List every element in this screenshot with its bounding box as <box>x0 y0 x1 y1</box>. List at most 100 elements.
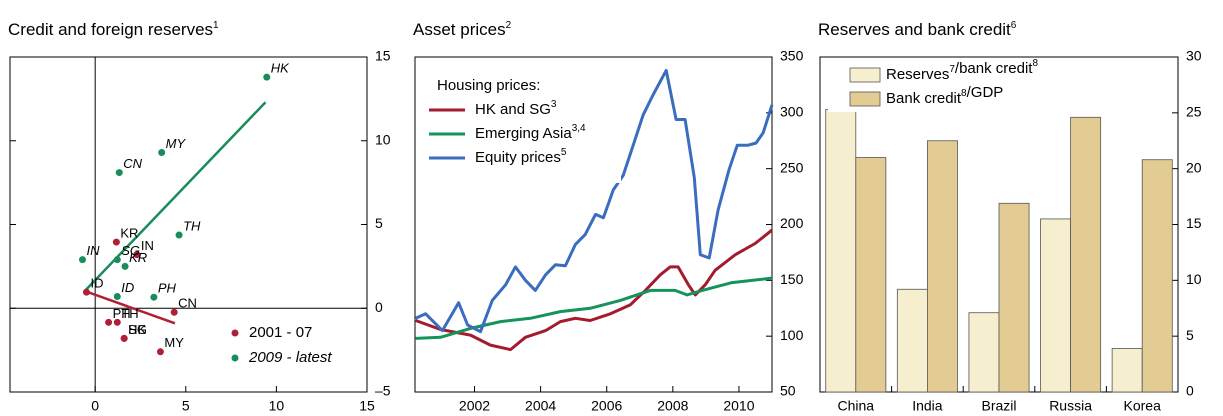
point <box>170 308 178 316</box>
bar <box>825 109 857 393</box>
point-label: MY <box>164 335 184 350</box>
text-part: /GDP <box>967 84 1004 101</box>
y-tick-label: 15 <box>1186 215 1202 231</box>
point <box>115 169 123 177</box>
x-tick-label: 15 <box>359 398 375 414</box>
y-tick-label: 300 <box>780 104 804 120</box>
text-part: Credit and foreign reserves <box>8 20 213 39</box>
point <box>121 262 129 270</box>
legend-title: Housing prices: <box>437 77 540 94</box>
y-tick-label: –5 <box>375 383 391 399</box>
point <box>120 334 128 342</box>
point-label: CN <box>178 296 197 311</box>
bar <box>1111 348 1143 393</box>
y-tick-label: 0 <box>375 299 383 315</box>
y-tick-label: 350 <box>780 48 804 64</box>
legend-marker <box>231 354 239 362</box>
point <box>156 348 164 356</box>
point <box>175 231 183 239</box>
point-label: MY <box>166 136 187 151</box>
point-label: ID <box>121 280 134 295</box>
point <box>105 318 113 326</box>
legend-label: Emerging Asia3,4 <box>475 123 586 142</box>
point <box>78 256 86 264</box>
text-part: Asset prices <box>413 20 506 39</box>
legend-label: Reserves7/bank credit8 <box>886 58 1038 83</box>
y-tick-label: 200 <box>780 215 804 231</box>
point-label: CN <box>123 156 142 171</box>
point-label: IN <box>141 238 154 253</box>
x-tick-label: 2002 <box>459 398 490 414</box>
x-tick-label: China <box>838 398 875 414</box>
point-label: KR <box>129 250 147 265</box>
bar <box>1040 218 1071 393</box>
bar <box>855 157 887 393</box>
point-label: KR <box>120 226 138 241</box>
superscript: 8 <box>961 88 967 99</box>
x-tick-label: Brazil <box>981 398 1016 414</box>
point <box>113 318 121 326</box>
superscript: 6 <box>1011 20 1017 31</box>
bar <box>927 140 958 393</box>
text-part: Bank credit <box>886 90 962 107</box>
bar <box>998 202 1030 393</box>
point-label: HK <box>128 322 146 337</box>
point-label: SG <box>128 322 147 337</box>
legend-label: Equity prices5 <box>475 147 567 166</box>
point-label: SG <box>121 243 140 258</box>
superscript: 3 <box>551 99 557 110</box>
x-tick-label: Korea <box>1124 398 1162 414</box>
superscript: 3,4 <box>572 123 586 134</box>
point-label: IN <box>86 243 100 258</box>
point <box>112 238 120 246</box>
chart-title: Credit and foreign reserves1 <box>8 20 219 40</box>
legend-box <box>421 65 621 183</box>
trend-line <box>85 290 176 325</box>
point-label: TH <box>121 306 138 321</box>
point <box>82 288 90 296</box>
y-tick-label: 20 <box>1186 159 1202 175</box>
y-tick-label: 50 <box>780 383 796 399</box>
x-tick-label: 10 <box>269 398 285 414</box>
y-tick-label: 5 <box>375 215 383 231</box>
legend-swatch <box>849 67 881 83</box>
point <box>158 148 166 156</box>
y-tick-label: 100 <box>780 327 804 343</box>
bar <box>1070 116 1102 393</box>
y-tick-label: 10 <box>375 131 391 147</box>
bar <box>968 312 1000 393</box>
point-label: PH <box>113 306 131 321</box>
text-part: Reserves and bank credit <box>818 20 1011 39</box>
legend-marker <box>231 329 239 337</box>
point <box>113 293 121 301</box>
point <box>113 256 121 264</box>
chart-title: Reserves and bank credit6 <box>818 20 1017 40</box>
point <box>133 251 141 259</box>
point <box>150 293 158 301</box>
y-tick-label: 15 <box>375 48 391 64</box>
x-tick-label: 2010 <box>723 398 754 414</box>
x-tick-label: 0 <box>91 398 99 414</box>
line-series <box>415 68 774 334</box>
superscript: 8 <box>1032 58 1038 69</box>
point-label: ID <box>90 276 103 291</box>
trend-line <box>83 101 267 293</box>
x-tick-label: 2006 <box>591 398 622 414</box>
superscript: 5 <box>561 147 567 158</box>
bar <box>1141 159 1173 393</box>
legend-label: 2001 - 07 <box>249 324 312 341</box>
y-tick-label: 30 <box>1186 48 1202 64</box>
superscript: 7 <box>949 64 955 75</box>
y-tick-label: 25 <box>1186 104 1202 120</box>
y-tick-label: 250 <box>780 159 804 175</box>
point-label: TH <box>183 218 201 233</box>
legend-label: Bank credit8/GDP <box>886 84 1003 107</box>
point-label: PH <box>158 281 177 296</box>
y-tick-label: 10 <box>1186 271 1202 287</box>
text-part: Reserves <box>886 66 949 83</box>
legend-label: 2009 - latest <box>248 349 332 366</box>
x-tick-label: 5 <box>182 398 190 414</box>
chart-title: Asset prices2 <box>413 20 512 40</box>
superscript: 2 <box>506 20 512 31</box>
y-tick-label: 150 <box>780 271 804 287</box>
